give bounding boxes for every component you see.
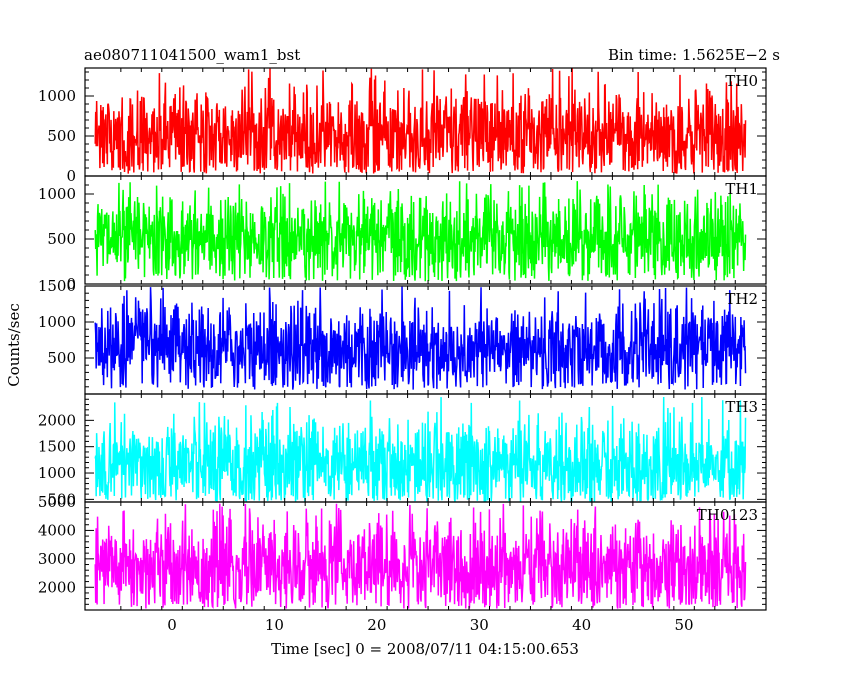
y-tick-label-th2: 500 [47, 349, 76, 367]
series-line-th0123 [94, 503, 747, 609]
y-tick-label-th3: 1500 [38, 438, 76, 456]
x-tick-label: 50 [675, 616, 694, 634]
x-tick-label: 30 [470, 616, 489, 634]
y-tick-label-th3: 2000 [38, 411, 76, 429]
x-tick-label: 20 [367, 616, 386, 634]
y-tick-label-th1: 0 [66, 275, 76, 293]
y-tick-label-th2: 1500 [38, 277, 76, 295]
series-line-th3 [94, 396, 747, 502]
y-tick-label-th0: 0 [66, 167, 76, 185]
y-tick-label-th0: 500 [47, 127, 76, 145]
y-tick-label-th0: 1000 [38, 87, 76, 105]
y-tick-label-th1: 1000 [38, 185, 76, 203]
panel-label-th0: TH0 [725, 72, 758, 90]
y-tick-label-th3: 1000 [38, 464, 76, 482]
title-left: ae080711041500_wam1_bst [84, 46, 300, 64]
series-line-th2 [94, 286, 747, 390]
y-tick-label-th0123: 4000 [38, 521, 76, 539]
x-tick-label: 10 [265, 616, 284, 634]
x-axis-label: Time [sec] 0 = 2008/07/11 04:15:00.653 [271, 640, 579, 658]
panel-label-th3: TH3 [725, 398, 758, 416]
y-tick-label-th3: 500 [47, 490, 76, 508]
x-tick-label: 0 [167, 616, 177, 634]
panel-label-th1: TH1 [725, 180, 758, 198]
panel-frame-th0123 [84, 501, 767, 611]
y-tick-label-th0123: 5000 [38, 493, 76, 511]
y-tick-label-th1: 500 [47, 230, 76, 248]
y-axis-label: Counts/sec [5, 303, 23, 387]
y-tick-label-th0123: 2000 [38, 578, 76, 596]
y-tick-label-th2: 1000 [38, 313, 76, 331]
panel-label-th0123: TH0123 [697, 506, 758, 524]
series-line-th1 [94, 181, 747, 282]
title-right: Bin time: 1.5625E−2 s [608, 46, 780, 64]
y-tick-label-th0123: 3000 [38, 550, 76, 568]
series-line-th0 [94, 68, 747, 174]
x-tick-label: 40 [572, 616, 591, 634]
panel-label-th2: TH2 [725, 290, 758, 308]
